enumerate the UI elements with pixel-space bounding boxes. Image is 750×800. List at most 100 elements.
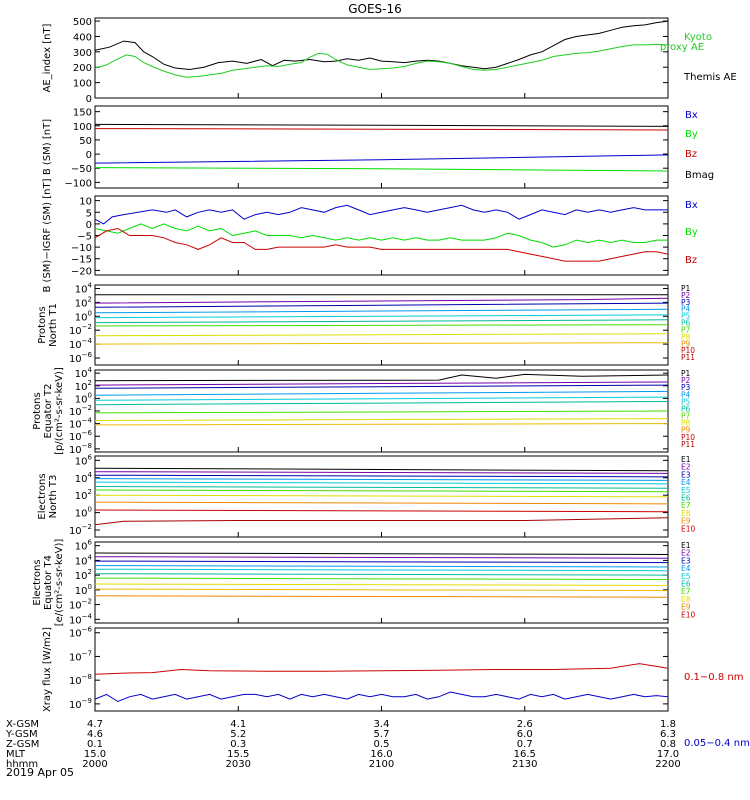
y-tick-label: 100 [73,79,92,90]
footer-value: 6.3 [660,729,676,740]
footer-value: 16.0 [370,749,392,760]
legend-entry: Bx [685,200,698,211]
legend-entry: E1 [681,541,691,550]
y-tick-label: 10−6 [69,351,93,365]
footer-value: 2200 [655,759,680,770]
legend-entry: By [685,227,698,238]
y-tick-label: 10−8 [69,673,92,687]
series-0-1-0-8-nm [94,663,669,675]
legend-entry: P8 [681,419,691,428]
y-tick-label: 0 [86,220,92,231]
series-p2 [94,297,669,304]
footer-value: 15.0 [84,749,106,760]
panel-8: 10−9 10−8 10−7 10−6 Xray flux [W/m2] 0.1−0.8 … [42,626,750,749]
footer-row-label: MLT [6,749,26,760]
legend: Bx By Bz [685,200,698,266]
y-axis-label: [e/(cm²-s-sr-keV)] [54,539,65,627]
y-tick-label: 104 [75,281,93,295]
y-tick-label: 100 [75,309,92,323]
series-p8 [94,418,669,421]
y-axis-label: North T1 [48,303,59,347]
date-label: 2019 Apr 05 [6,766,74,779]
y-tick-label: 200 [73,63,92,74]
series-by [94,223,668,248]
plot-frame [94,105,669,189]
legend-entry: P5 [681,397,691,406]
y-axis-label: Electrons [32,559,43,605]
series-bz [94,128,669,131]
y-tick-label: 102 [75,568,92,582]
series-e1 [94,467,669,472]
y-tick-label: 106 [75,453,93,467]
y-tick-label: 150 [73,108,92,119]
panel-1: 0 100 200 300 400 500 AE_index [nT] Kyotoproxy … [42,17,737,105]
y-tick-label: 10 [79,197,92,208]
y-tick-label: 10−7 [69,649,92,663]
series-p7 [94,324,669,327]
y-tick-label: 100 [75,583,92,597]
legend-entry: E2 [681,463,691,472]
legend-entry: E9 [681,603,691,612]
y-axis-label: North T3 [48,475,59,519]
y-tick-label: 10−9 [69,697,92,711]
legend-entry: P8 [681,332,691,341]
plot-frame [94,17,669,99]
legend-entry: P11 [681,353,695,362]
legend-entry: E7 [681,587,691,596]
legend-entry: P1 [681,369,691,378]
legend-entry: Bx [685,110,698,121]
series-p7 [94,410,669,414]
series-e10 [94,595,669,598]
legend-entry: P2 [681,376,691,385]
legend-entry: E3 [681,556,691,565]
legend-entry: P3 [681,298,691,307]
series-e7 [94,577,669,581]
series-kyoto-proxy-ae [94,43,669,78]
footer-row-label: X-GSM [6,719,39,730]
y-tick-label: 50 [79,136,92,147]
legend-entry: P7 [681,412,691,421]
legend-entry: 0.1−0.8 nm [684,672,743,683]
legend-entry: E8 [681,595,691,604]
series-themis-ae [94,20,669,71]
series-e4 [94,478,669,481]
series-e4 [94,565,669,568]
legend-entry: Themis AE [683,72,737,83]
series-e5 [94,568,669,572]
y-tick-label: −20 [71,266,92,277]
legend-entry: E4 [681,478,691,487]
legend: 0.1−0.8 nm 0.05−0.4 nm [684,672,750,749]
footer-value: 0.1 [87,739,103,750]
y-tick-label: 500 [73,17,92,28]
series-p3 [94,302,669,308]
footer-value: 2.6 [517,719,533,730]
y-tick-label: 10−2 [69,598,92,612]
legend-entry: P5 [681,312,691,321]
y-tick-label: 5 [86,208,92,219]
footer-value: 2100 [369,759,394,770]
series-bmag [94,123,669,127]
legend-entry: P9 [681,339,691,348]
legend-entry: E5 [681,572,691,581]
series-e9 [94,588,669,592]
legend-entry: E10 [681,610,696,619]
orbit-footer: X-GSM 4.7 4.1 3.4 2.6 1.8 Y-GSM 4.6 5.2 5.7 6.0 6.3… [5,719,681,770]
legend-entry: Bmag [685,170,714,181]
legend-entry: P10 [681,433,695,442]
series-p8 [94,333,669,337]
footer-value: 2030 [226,759,251,770]
series-p4 [94,390,669,396]
y-tick-label: −50 [71,164,92,175]
y-tick-label: −10 [71,243,92,254]
legend-entry: P9 [681,426,691,435]
footer-value: 0.3 [230,739,246,750]
y-tick-label: 104 [75,471,93,485]
series-e3 [94,560,669,564]
